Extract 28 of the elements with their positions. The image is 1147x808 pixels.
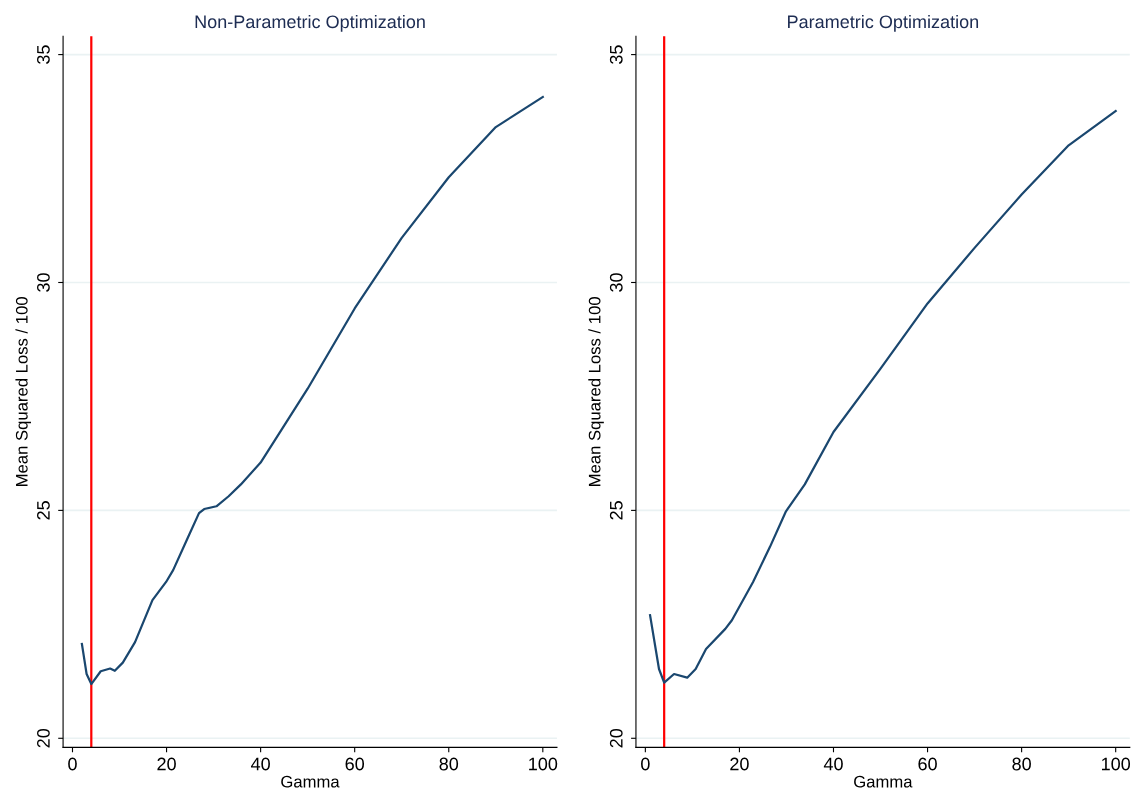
y-tick-label: 35	[37, 45, 50, 64]
x-tick-label: 60	[918, 757, 937, 771]
x-tick-label: 40	[823, 757, 843, 771]
line-series	[648, 110, 1117, 684]
x-tick-label: 80	[439, 757, 459, 771]
x-tick-label: 80	[1012, 757, 1031, 771]
y-tick-label: 35	[609, 45, 623, 64]
x-tick-label: 100	[1102, 757, 1131, 771]
y-axis-title: Mean Squared Loss / 100	[588, 297, 604, 486]
x-axis-title: Gamma	[854, 775, 913, 788]
y-tick-label: 30	[37, 273, 50, 292]
x-tick-label: 100	[529, 757, 558, 771]
y-axis-title: Mean Squared Loss / 100	[15, 297, 31, 486]
chart-title: Non-Parametric Optimization	[195, 14, 425, 32]
y-tick-label: 25	[609, 501, 623, 520]
chart-title: Parametric Optimization	[788, 14, 979, 32]
x-tick-label: 0	[68, 757, 77, 771]
x-tick-label: 20	[157, 757, 176, 771]
y-tick-label: 30	[609, 273, 623, 292]
x-tick-label: 40	[251, 757, 270, 771]
y-tick-label: 20	[609, 728, 623, 748]
x-tick-label: 20	[730, 757, 749, 771]
y-tick-label: 20	[37, 728, 50, 748]
line-series	[80, 95, 544, 686]
x-tick-label: 60	[345, 757, 365, 771]
y-tick-label: 25	[37, 501, 50, 520]
x-axis-title: Gamma	[281, 775, 340, 788]
x-tick-label: 0	[641, 757, 650, 771]
